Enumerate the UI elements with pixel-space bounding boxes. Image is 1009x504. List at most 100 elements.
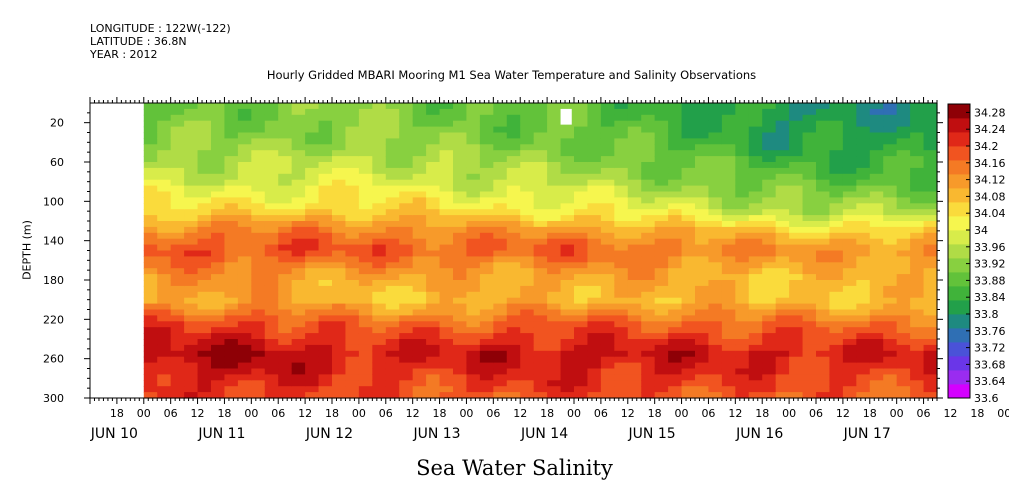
heatmap-cell [251, 144, 266, 151]
heatmap-cell [910, 103, 925, 110]
heatmap-cell [251, 250, 266, 257]
heatmap-cell [399, 350, 414, 358]
heatmap-cell [735, 368, 750, 375]
heatmap-cell [735, 250, 750, 257]
heatmap-cell [614, 108, 629, 116]
heatmap-cell [856, 297, 871, 305]
heatmap-cell [358, 339, 373, 346]
heatmap-cell [305, 209, 320, 216]
heatmap-cell [197, 221, 212, 228]
heatmap-cell [842, 374, 857, 381]
heatmap-cell [587, 108, 602, 116]
heatmap-cell [385, 386, 400, 393]
heatmap-cell [614, 203, 629, 210]
heatmap-cell [614, 185, 629, 193]
heatmap-cell [493, 291, 508, 299]
heatmap-cell [883, 350, 898, 358]
heatmap-cell [157, 209, 172, 216]
heatmap-cell [668, 386, 683, 393]
heatmap-cell [211, 274, 226, 281]
heatmap-cell [332, 392, 347, 399]
heatmap-cell [560, 244, 575, 252]
heatmap-cell [264, 156, 279, 163]
heatmap-cell [721, 374, 736, 381]
heatmap-cell [896, 291, 911, 299]
heatmap-cell [721, 297, 736, 305]
heatmap-cell [802, 327, 817, 334]
colorbar-swatch [948, 202, 970, 217]
heatmap-cell [533, 392, 548, 399]
heatmap-cell [681, 126, 696, 134]
heatmap-cell [479, 339, 494, 346]
heatmap-cell [869, 344, 884, 352]
heatmap-cell [399, 244, 414, 252]
heatmap-cell [332, 221, 347, 228]
heatmap-cell [614, 103, 629, 110]
heatmap-cell [372, 380, 387, 387]
heatmap-cell [681, 203, 696, 210]
heatmap-cell [224, 327, 239, 334]
heatmap-cell [143, 274, 158, 281]
heatmap-cell [641, 339, 656, 346]
heatmap-cell [184, 232, 199, 240]
heatmap-cell [184, 144, 199, 151]
heatmap-cell [318, 297, 333, 305]
heatmap-cell [896, 209, 911, 216]
heatmap-cell [587, 250, 602, 257]
heatmap-cell [278, 344, 293, 352]
colorbar-swatch [948, 300, 970, 315]
heatmap-cell [197, 238, 212, 246]
heatmap-cell [587, 156, 602, 163]
heatmap-cell [883, 285, 898, 293]
heatmap-cell [184, 132, 199, 139]
heatmap-cell [547, 309, 562, 316]
heatmap-cell [695, 274, 710, 281]
heatmap-cell [587, 392, 602, 399]
heatmap-cell [412, 162, 427, 169]
x-hour-label: 12 [513, 407, 527, 420]
heatmap-cell [412, 138, 427, 145]
heatmap-cell [600, 333, 615, 340]
heatmap-cell [869, 297, 884, 305]
heatmap-cell [695, 374, 710, 381]
heatmap-cell [170, 132, 185, 139]
heatmap-cell [748, 285, 763, 293]
heatmap-cell [789, 374, 804, 381]
heatmap-cell [143, 315, 158, 322]
heatmap-cell [842, 362, 857, 370]
heatmap-cell [237, 297, 252, 305]
heatmap-cell [910, 126, 925, 134]
heatmap-cell [237, 374, 252, 381]
heatmap-cell [533, 209, 548, 216]
heatmap-cell [520, 244, 535, 252]
heatmap-cell [681, 380, 696, 387]
heatmap-cell [910, 344, 925, 352]
heatmap-cell [775, 268, 790, 275]
heatmap-cell [170, 173, 185, 181]
heatmap-cell [708, 268, 723, 275]
heatmap-cell [332, 150, 347, 157]
heatmap-cell [789, 150, 804, 157]
heatmap-cell [426, 291, 441, 299]
heatmap-cell [453, 156, 468, 163]
heatmap-cell [533, 297, 548, 305]
heatmap-cell [654, 309, 669, 316]
heatmap-cell [533, 173, 548, 181]
heatmap-cell [883, 327, 898, 334]
heatmap-cell [412, 167, 427, 175]
heatmap-cell [547, 221, 562, 228]
heatmap-cell [735, 138, 750, 145]
heatmap-cell [560, 291, 575, 299]
heatmap-cell [829, 321, 844, 328]
heatmap-cell [332, 262, 347, 269]
heatmap-cell [197, 226, 212, 234]
heatmap-cell [600, 374, 615, 381]
heatmap-cell [681, 103, 696, 110]
heatmap-cell [721, 103, 736, 110]
heatmap-cell [587, 138, 602, 145]
heatmap-cell [695, 179, 710, 187]
heatmap-cell [466, 185, 481, 193]
heatmap-cell [412, 185, 427, 193]
heatmap-cell [291, 268, 306, 275]
